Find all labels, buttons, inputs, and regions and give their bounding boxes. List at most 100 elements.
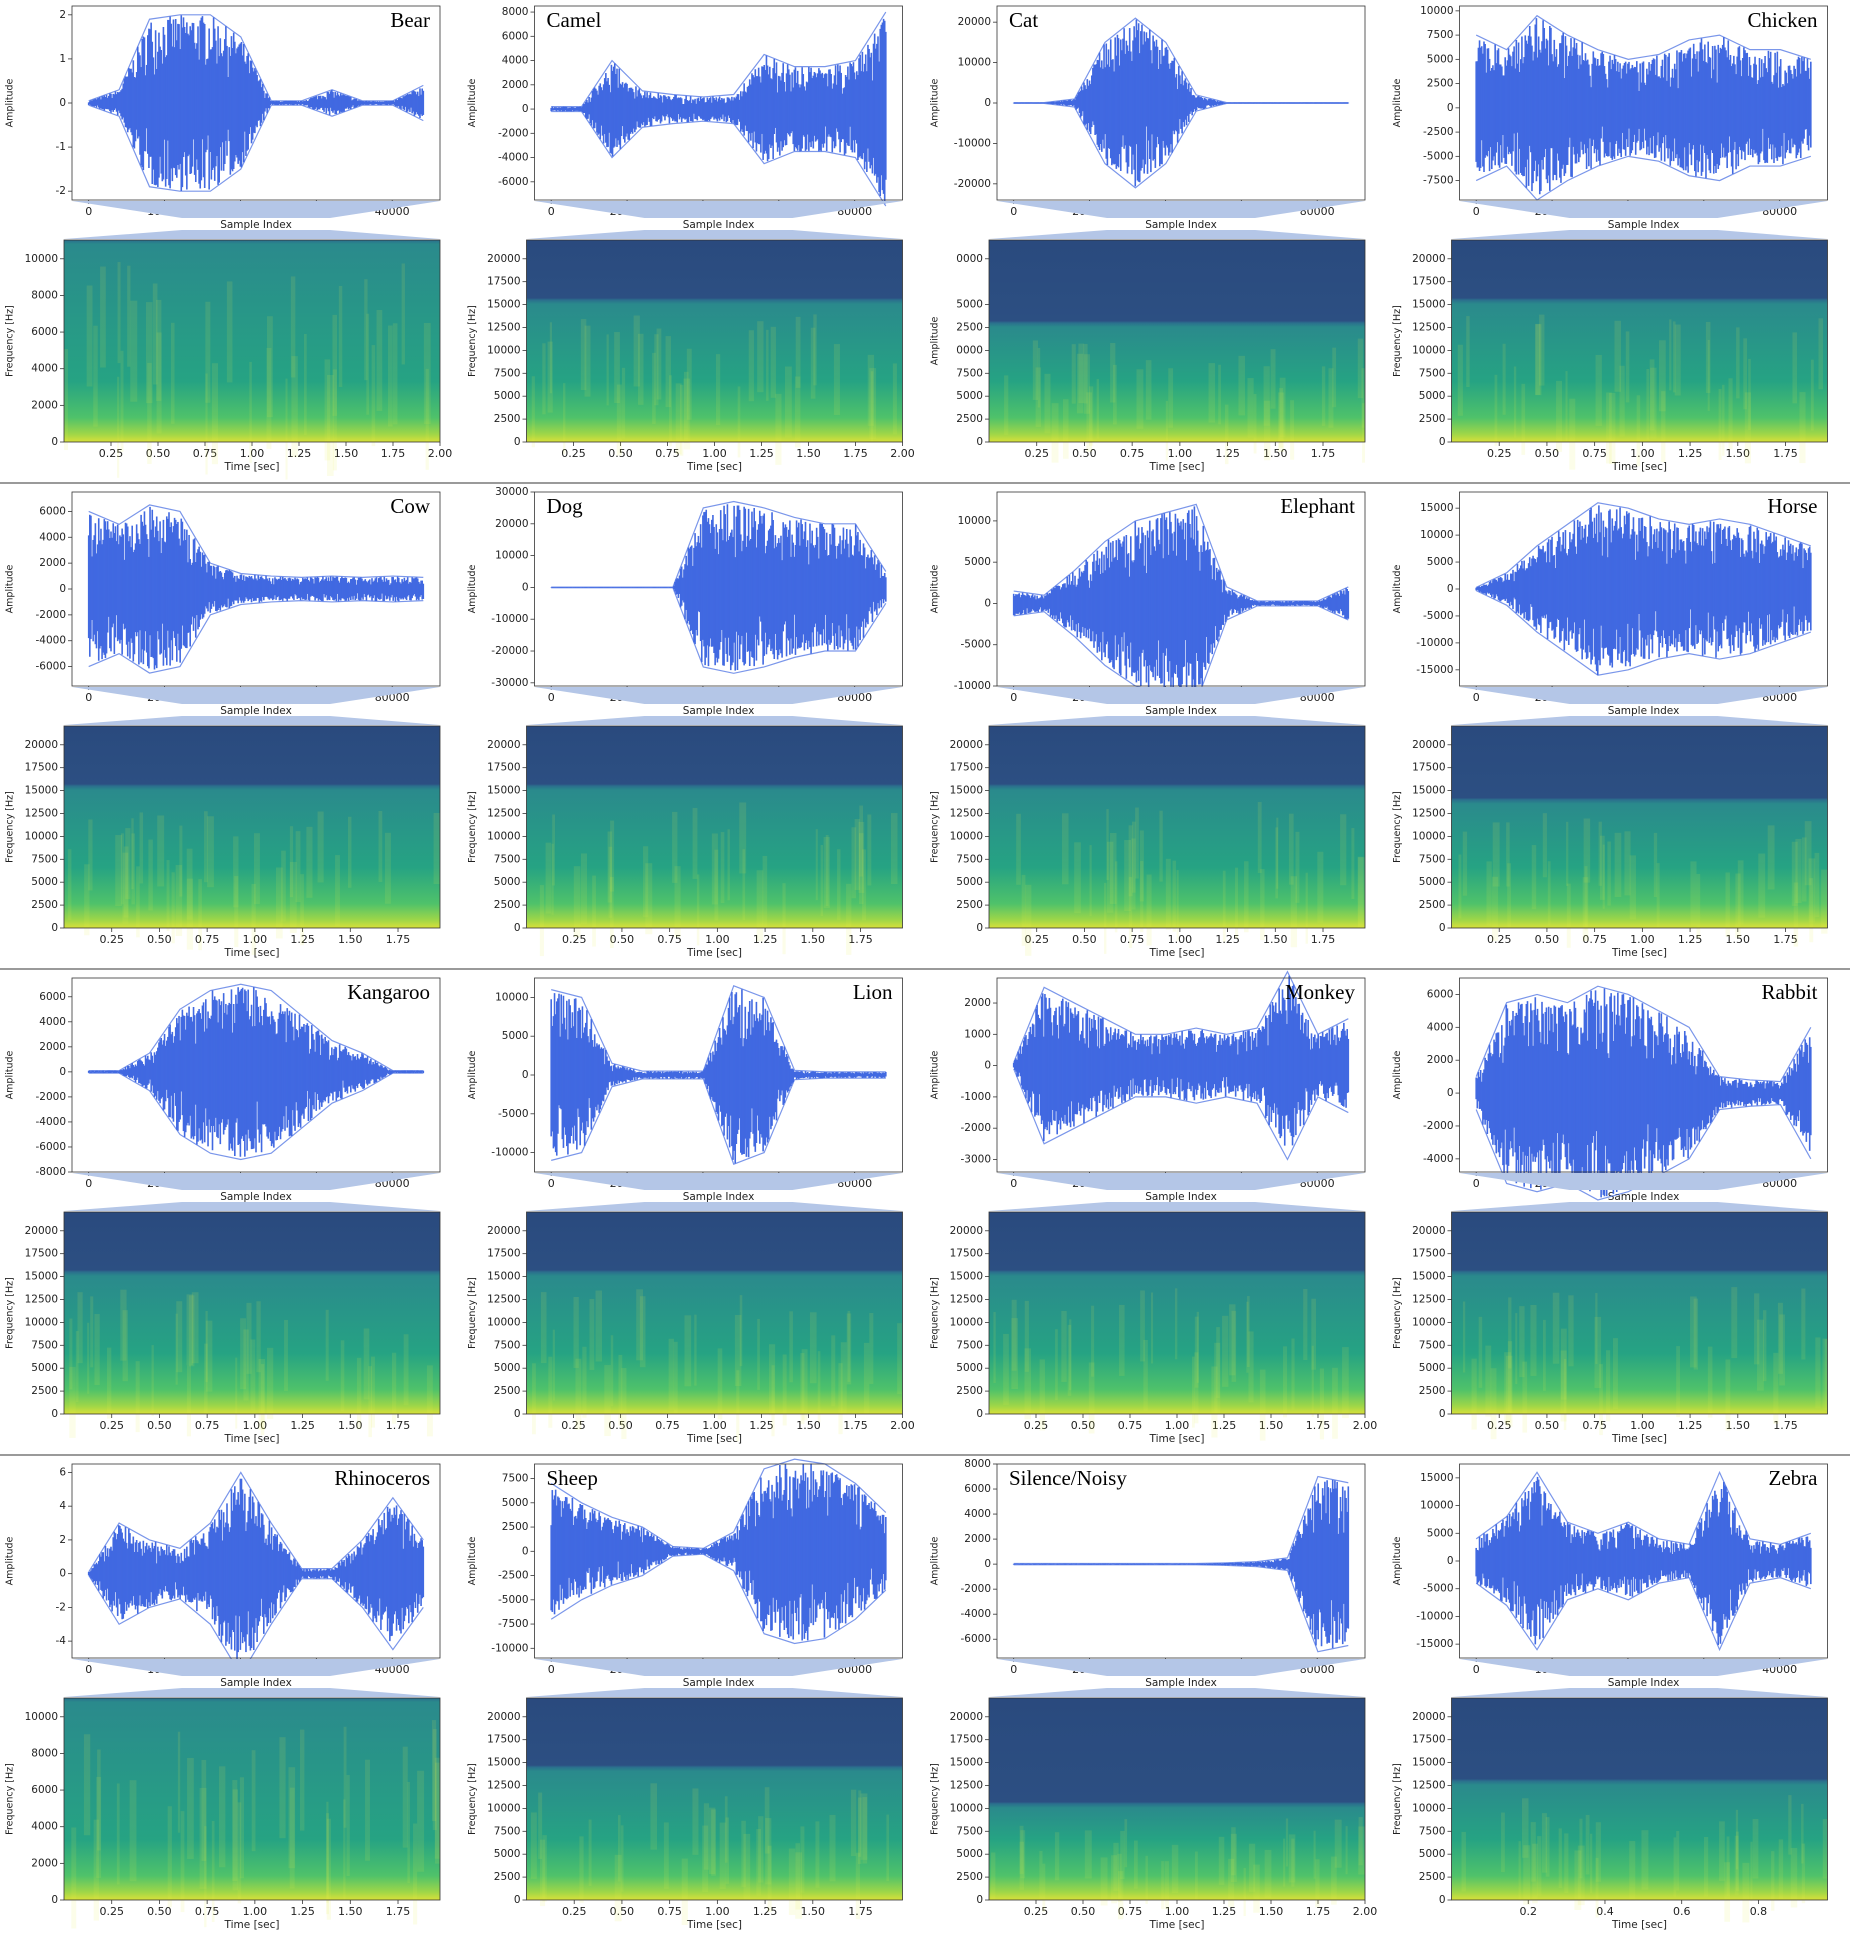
spectrogram-texture [1114, 861, 1118, 933]
y-tick-label: 12500 [487, 1293, 520, 1305]
x-axis-label: Sample Index [1608, 219, 1680, 231]
x-tick-label: 0.75 [1582, 1419, 1607, 1432]
spectrogram-texture [1725, 1359, 1731, 1431]
spectrogram-texture [1003, 1333, 1009, 1405]
y-tick-label: 17500 [487, 1248, 520, 1260]
spectrogram-texture [285, 378, 288, 480]
y-tick-label: 0 [51, 922, 58, 934]
y-tick-label: 12500 [1412, 321, 1445, 333]
y-tick-label: 20000 [487, 739, 520, 751]
spectrogram-texture [711, 833, 718, 905]
y-tick-label: 20000 [1412, 253, 1445, 265]
panel-title: Cat [1009, 8, 1038, 32]
x-tick-label: 0.25 [1487, 447, 1512, 460]
spectrogram-texture [147, 362, 152, 464]
spectrogram-texture [120, 833, 124, 905]
y-tick-label: 4000 [39, 531, 66, 543]
spectrogram-texture [621, 1367, 627, 1439]
spectrogram-texture [618, 1354, 623, 1426]
y-tick-label: -10000 [1416, 637, 1453, 649]
spectrogram-texture [368, 1366, 372, 1438]
y-tick-label: 4000 [1427, 1021, 1454, 1033]
spectrogram-texture [1672, 321, 1676, 393]
spectrogram-texture [668, 375, 672, 447]
spectrogram-texture [1490, 1368, 1497, 1440]
y-tick-label: 5000 [964, 556, 991, 568]
x-tick-label: 0.50 [1071, 1419, 1096, 1432]
x-tick-label: 1.75 [1311, 447, 1336, 460]
spectrogram-texture [717, 1348, 723, 1420]
zoom-connector [1451, 716, 1828, 725]
x-tick-label: 1.50 [1726, 1419, 1751, 1432]
x-tick-label: 0.50 [608, 1419, 633, 1432]
spectrogram-texture [643, 846, 649, 918]
spectrogram-texture [1290, 400, 1295, 460]
spectrogram-texture [1485, 1345, 1492, 1417]
spectrogram-frame [526, 725, 903, 929]
spectrogram-texture [151, 1345, 154, 1417]
spectrogram-texture [295, 831, 301, 903]
y-tick-label: 12500 [1412, 807, 1445, 819]
spectrogram-texture [1612, 1338, 1618, 1410]
spectrogram-texture [1011, 1318, 1018, 1390]
y-tick-label: 2500 [956, 1385, 983, 1397]
y-tick-label: 5000 [494, 390, 521, 402]
spectrogram-texture [156, 332, 162, 434]
spectrogram-texture [993, 1311, 996, 1383]
x-axis-label: Time [sec] [1149, 1433, 1205, 1445]
spectrogram-texture [1140, 1290, 1145, 1362]
panel: 020000400006000080000-6000-4000-20000200… [5, 491, 441, 959]
spectrogram-texture [1521, 383, 1526, 455]
y-tick-label: 10000 [958, 57, 991, 69]
x-axis-label: Time [sec] [1611, 947, 1667, 959]
spectrogram-texture [1096, 379, 1099, 439]
spectrogram-texture [186, 848, 193, 920]
spectrogram-texture [1582, 877, 1589, 942]
spectrogram-texture [1332, 1367, 1338, 1439]
spectrogram-texture [1089, 845, 1092, 917]
y-tick-label: 0 [976, 436, 983, 448]
y-axis-label: Amplitude [467, 79, 478, 128]
y-axis-label: Frequency [Hz] [5, 1277, 16, 1349]
spectrogram-texture [1535, 324, 1542, 396]
spectrogram-texture [1089, 386, 1094, 446]
spectrogram-texture [378, 810, 383, 882]
spectrogram-texture [1566, 821, 1569, 886]
spectrogram-texture [604, 1365, 611, 1437]
spectrogram-texture [356, 1357, 362, 1429]
waveform-envelope-lower [88, 104, 424, 192]
x-tick-label: 0 [1473, 1177, 1480, 1190]
panel: 020000400006000080000-6000-4000-20000200… [467, 5, 915, 473]
y-tick-label: 1000 [964, 1028, 991, 1040]
spectrogram-texture [1815, 1337, 1821, 1409]
y-tick-label: 12500 [950, 807, 983, 819]
spectrogram-texture [1074, 842, 1081, 914]
spectrogram-texture [1507, 1341, 1513, 1413]
x-tick-label: 0.75 [657, 933, 682, 946]
x-tick-label: 1.00 [240, 447, 265, 460]
spectrogram-texture [1535, 323, 1541, 395]
y-tick-label: 8000 [502, 6, 529, 18]
spectrogram-texture [300, 874, 304, 946]
x-tick-label: 0.25 [1024, 933, 1049, 946]
x-axis-label: Sample Index [1608, 1191, 1680, 1203]
spectrogram-texture [1629, 855, 1636, 920]
x-tick-label: 1.25 [1678, 1419, 1703, 1432]
spectrogram-texture [1076, 353, 1084, 414]
y-tick-label: 12500 [487, 321, 520, 333]
y-tick-label: 15000 [487, 299, 520, 311]
spectrogram-frame [63, 1211, 441, 1415]
y-tick-label: 2500 [956, 413, 983, 425]
spectrogram-texture [1653, 832, 1658, 898]
spectrogram-texture [589, 1298, 595, 1370]
spectrogram-texture [846, 883, 852, 955]
x-tick-label: 1.25 [1215, 447, 1240, 460]
y-tick-label: 5000 [956, 876, 983, 888]
spectrogram-texture [391, 1352, 397, 1424]
spectrogram [526, 1212, 903, 1414]
spectrogram-texture [782, 1354, 787, 1426]
y-tick-label: 0 [984, 97, 991, 109]
spectrogram-texture [858, 833, 864, 905]
spectrogram-texture [1560, 1328, 1567, 1400]
spectrogram-texture [392, 323, 398, 425]
